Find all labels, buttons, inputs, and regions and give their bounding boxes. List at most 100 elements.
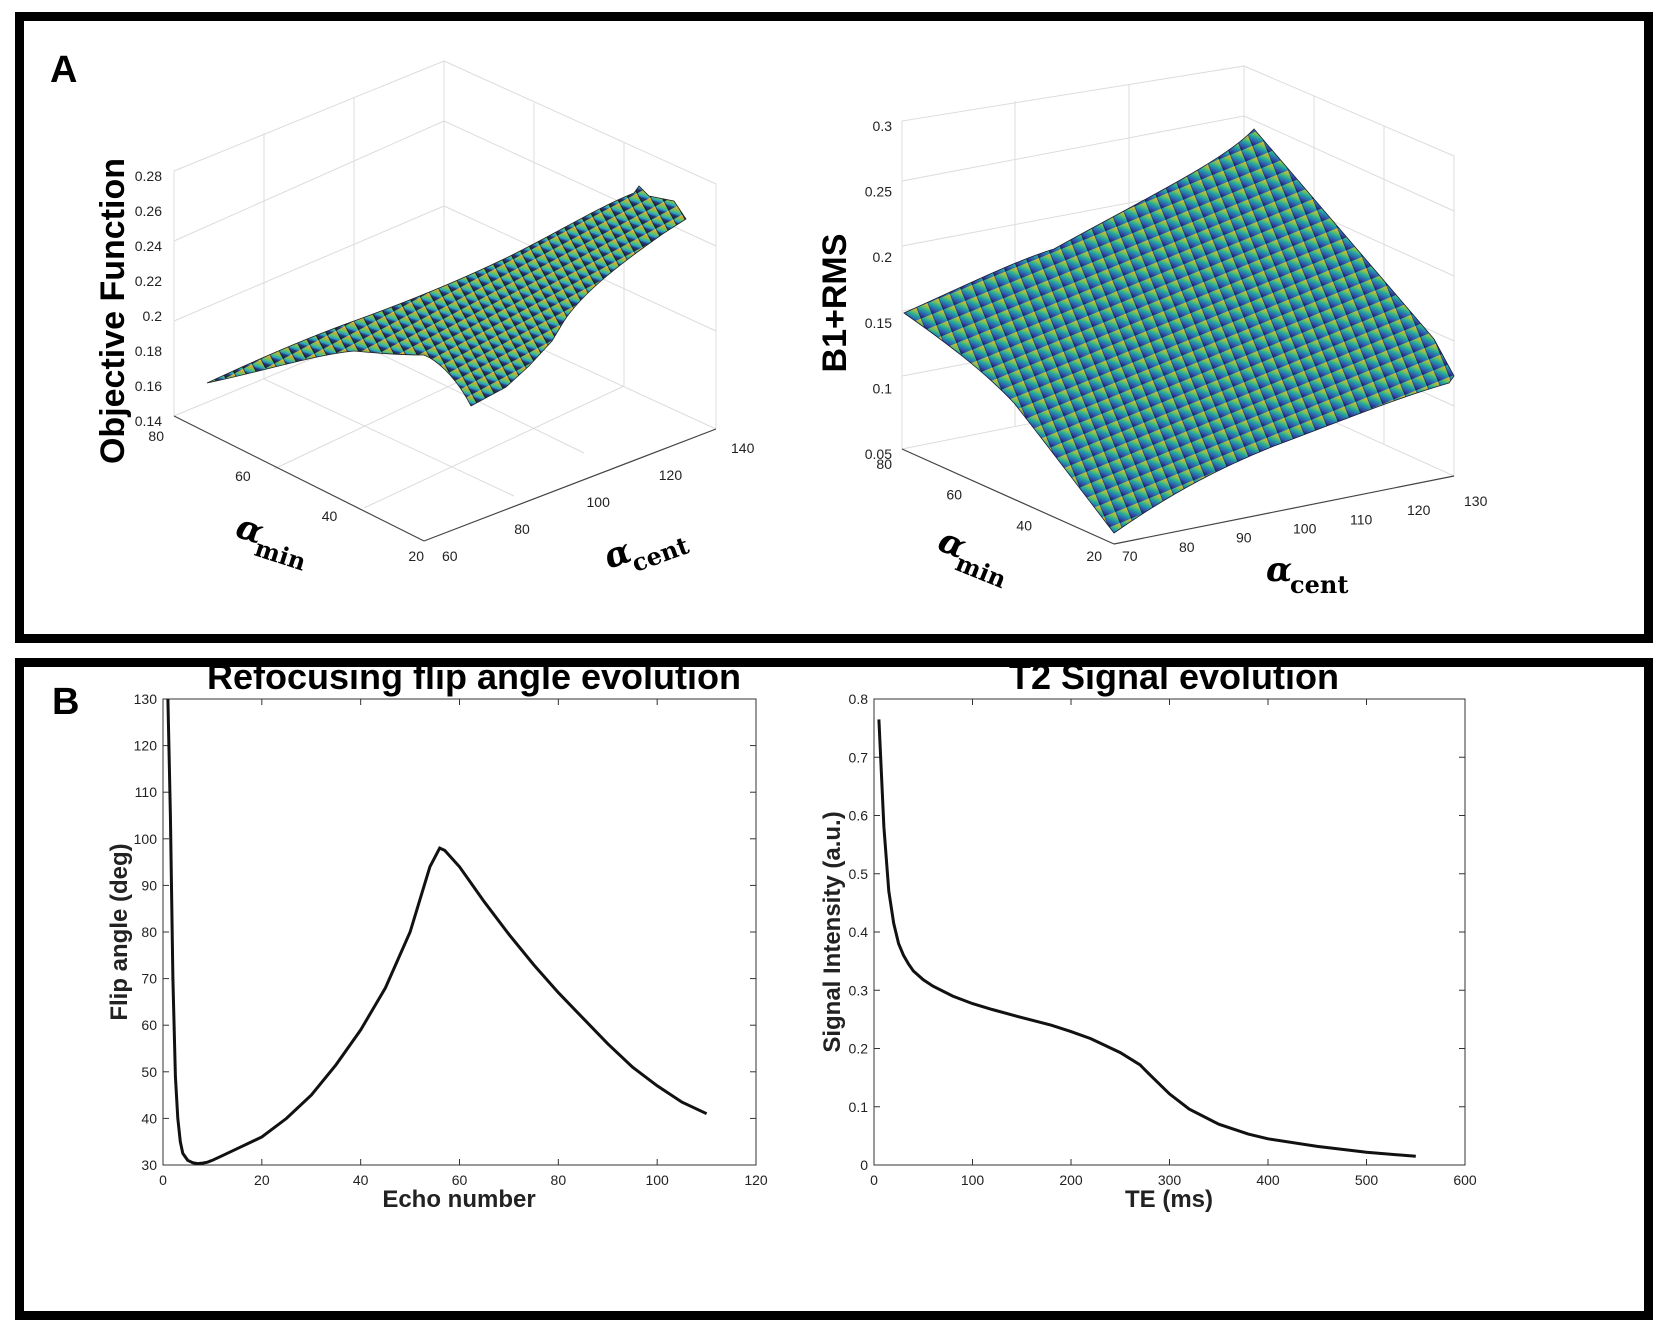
t2-signal-chart: T2 Signal evolution 0 100 200 300 400 500 600 0… — [819, 656, 1477, 1213]
panel-a: A — [15, 12, 1653, 643]
axis-lines — [173, 415, 717, 542]
y-axis-label: Flip angle (deg) — [106, 843, 133, 1020]
objective-surface — [206, 185, 687, 407]
y-tick-label: 90 — [1236, 530, 1252, 546]
x-tick-label: 500 — [1355, 1172, 1379, 1188]
y-tick-label: 0.8 — [849, 691, 869, 707]
y-tick-label: 90 — [141, 877, 157, 893]
panel-b: B Refocusing flip angle evolution 0 20 40 6… — [15, 656, 1653, 1320]
y-axis-label: α cent — [1266, 550, 1348, 599]
y-tick-label: 70 — [1122, 548, 1138, 564]
grid-line — [901, 115, 1245, 182]
y-tick-label: 50 — [141, 1064, 157, 1080]
z-tick-label: 0.3 — [873, 118, 893, 134]
y-tick-label: 100 — [134, 831, 158, 847]
panel-b-label: B — [52, 681, 80, 723]
y-axis-label: Signal Intensity (a.u.) — [819, 811, 846, 1052]
x-tick-label: 60 — [946, 487, 962, 503]
y-tick-label: 0.1 — [849, 1099, 869, 1115]
y-tick-label: 0.6 — [849, 808, 869, 824]
signal-line — [877, 719, 1416, 1158]
chart-title: Refocusing flip angle evolution — [207, 656, 741, 697]
z-tick-label: 0.25 — [865, 184, 892, 200]
x-tick-label: 40 — [1016, 517, 1032, 533]
y-tick-label: 120 — [1407, 502, 1431, 518]
y-tick-label: 0.2 — [849, 1041, 869, 1057]
flip-angle-chart: Refocusing flip angle evolution 0 20 40 60 8… — [106, 656, 768, 1213]
objective-surface-plot: 0.14 0.16 0.18 0.2 0.22 0.24 0.26 0.28 80 60 40 20… — [94, 60, 755, 578]
y-tick-label: 0 — [860, 1157, 868, 1173]
y-tick-label: 40 — [141, 1110, 157, 1126]
x-tick-label: 60 — [235, 468, 251, 484]
y-tick-label: 130 — [134, 691, 158, 707]
x-tick-label: 600 — [1453, 1172, 1477, 1188]
y-tick-label: 30 — [141, 1157, 157, 1173]
flip-angle-line — [166, 698, 708, 1166]
y-tick-label: 0.3 — [849, 982, 869, 998]
z-tick-label: 0.28 — [135, 168, 162, 184]
x-axis-label: α min — [933, 520, 1011, 594]
y-axis-line — [423, 428, 717, 542]
chart-title: T2 Signal evolution — [1009, 656, 1339, 697]
z-tick-label: 0.2 — [873, 249, 893, 265]
y-tick-label: 0.7 — [849, 749, 869, 765]
y-axis-label-symbol: α — [1266, 550, 1292, 590]
y-tick-label: 110 — [1350, 511, 1373, 527]
y-axis-label-subscript: cent — [1290, 570, 1348, 599]
y-tick-label: 100 — [1293, 521, 1317, 537]
x-tick-label: 40 — [353, 1172, 369, 1188]
x-axis-label: Echo number — [382, 1186, 535, 1213]
x-axis-line — [901, 448, 1115, 545]
axis-lines — [901, 448, 1455, 545]
z-tick-label: 0.18 — [135, 343, 162, 359]
x-tick-label: 60 — [452, 1172, 468, 1188]
y-tick-label: 120 — [659, 467, 683, 483]
z-axis-label: Objective Function — [94, 158, 132, 464]
floor-grid — [263, 378, 515, 497]
back-wall-right — [443, 60, 717, 429]
x-axis-label-subscript: min — [952, 548, 1011, 594]
x-axis-label: TE (ms) — [1125, 1186, 1213, 1213]
y-axis-line — [1113, 475, 1455, 545]
y-tick-label: 100 — [587, 494, 611, 510]
z-tick-label: 0.16 — [135, 378, 162, 394]
x-tick-label: 200 — [1059, 1172, 1083, 1188]
x-tick-label: 80 — [551, 1172, 567, 1188]
y-tick-label: 80 — [141, 924, 157, 940]
z-axis-label: B1+RMS — [816, 234, 854, 373]
y-tick-label: 60 — [141, 1017, 157, 1033]
y-tick-label: 130 — [1464, 493, 1488, 509]
floor-grid — [363, 385, 625, 509]
b1rms-surface-plot: 0.05 0.1 0.15 0.2 0.25 0.3 80 60 40 20 70 80 90 100… — [816, 65, 1488, 599]
grid-line — [173, 120, 445, 242]
z-tick-label: 0.26 — [135, 203, 162, 219]
y-tick-label: 60 — [442, 548, 458, 564]
y-tick-label: 80 — [514, 521, 530, 537]
grid-line — [173, 205, 445, 322]
x-tick-label: 120 — [744, 1172, 768, 1188]
y-tick-label: 120 — [134, 738, 158, 754]
x-tick-label: 20 — [254, 1172, 270, 1188]
y-tick-label: 70 — [141, 971, 157, 987]
x-tick-label: 80 — [148, 428, 164, 444]
x-tick-label: 400 — [1256, 1172, 1280, 1188]
z-tick-label: 0.15 — [865, 315, 892, 331]
y-tick-label: 140 — [731, 440, 755, 456]
x-tick-label: 100 — [645, 1172, 669, 1188]
x-tick-label: 40 — [322, 508, 338, 524]
x-tick-label: 100 — [961, 1172, 985, 1188]
z-tick-label: 0.24 — [135, 238, 162, 254]
x-tick-label: 300 — [1158, 1172, 1182, 1188]
grid-line — [1243, 115, 1455, 212]
y-tick-label: 0.4 — [849, 924, 869, 940]
x-tick-label: 0 — [159, 1172, 167, 1188]
z-tick-label: 0.05 — [865, 446, 892, 462]
x-axis-line — [173, 415, 425, 542]
b1rms-surface — [903, 128, 1455, 534]
x-tick-label: 80 — [876, 456, 892, 472]
y-tick-label: 0.5 — [849, 866, 869, 882]
x-tick-label: 0 — [870, 1172, 878, 1188]
z-tick-label: 0.22 — [135, 273, 162, 289]
x-tick-label: 20 — [1086, 548, 1102, 564]
panel-a-label: A — [50, 49, 78, 91]
